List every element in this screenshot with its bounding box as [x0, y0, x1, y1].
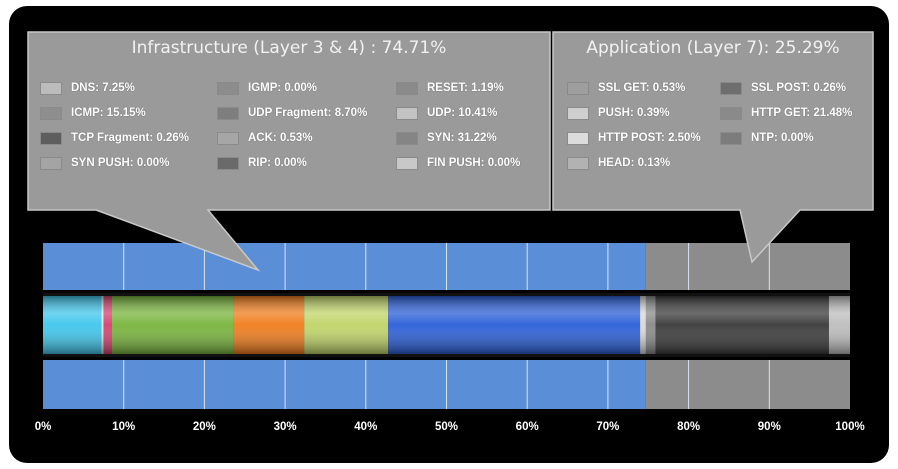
legend-item: TCP Fragment: 0.26% [40, 130, 189, 146]
legend-swatch [40, 106, 62, 120]
legend-swatch [217, 106, 239, 120]
legend-label: RIP: 0.00% [248, 157, 307, 169]
legend-swatch [40, 131, 62, 145]
legend-label: SSL POST: 0.26% [751, 82, 847, 94]
x-tick-label: 20% [192, 421, 216, 433]
x-tick-label: 50% [434, 421, 459, 433]
legend-item: SSL GET: 0.53% [567, 80, 685, 96]
callouts [27, 31, 874, 272]
legend-swatch [40, 81, 62, 95]
legend-label: UDP Fragment: 8.70% [248, 107, 368, 119]
x-tick-label: 40% [354, 421, 378, 433]
legend-label: HEAD: 0.13% [598, 157, 671, 169]
legend-swatch [720, 81, 742, 95]
legend-swatch [567, 131, 589, 145]
legend-item: DNS: 7.25% [40, 80, 135, 96]
legend-item: ACK: 0.53% [217, 130, 313, 146]
legend-item: NTP: 0.00% [720, 130, 814, 146]
legend-swatch [217, 156, 239, 170]
legend-label: DNS: 7.25% [71, 82, 135, 94]
infrastructure-bar-0 [43, 243, 646, 290]
x-tick-label: 70% [596, 421, 620, 433]
legend-swatch [567, 106, 589, 120]
legend-label: SYN PUSH: 0.00% [71, 157, 170, 169]
infrastructure-callout [27, 31, 551, 272]
background-bars [43, 243, 850, 409]
legend-label: PUSH: 0.39% [598, 107, 670, 119]
legend-label: NTP: 0.00% [751, 132, 814, 144]
legend-label: IGMP: 0.00% [248, 82, 318, 94]
legend-item: UDP: 10.41% [396, 105, 497, 121]
legend-swatch [217, 81, 239, 95]
legend-item: SSL POST: 0.26% [720, 80, 846, 96]
legend-swatch [396, 106, 418, 120]
legend-swatch [567, 81, 589, 95]
legend-item: FIN PUSH: 0.00% [396, 155, 520, 171]
legend-item: HTTP GET: 21.48% [720, 105, 852, 121]
infrastructure-callout-title: Infrastructure (Layer 3 & 4) : 74.71% [131, 38, 447, 58]
x-tick-label: 60% [515, 421, 539, 433]
legend-swatch [40, 156, 62, 170]
legend-label: SSL GET: 0.53% [598, 82, 686, 94]
legend-swatch [720, 106, 742, 120]
legend-item: PUSH: 0.39% [567, 105, 670, 121]
legend-label: FIN PUSH: 0.00% [427, 157, 521, 169]
x-tick-label: 10% [112, 421, 136, 433]
legend-item: SYN PUSH: 0.00% [40, 155, 169, 171]
application-bar-0 [645, 243, 850, 290]
legend-item: RESET: 1.19% [396, 80, 504, 96]
legend-swatch [396, 156, 418, 170]
legend-label: HTTP GET: 21.48% [751, 107, 853, 119]
application-callout-title: Application (Layer 7): 25.29% [586, 38, 840, 58]
legend-label: TCP Fragment: 0.26% [71, 132, 190, 144]
legend-label: UDP: 10.41% [427, 107, 498, 119]
x-tick-label: 30% [273, 421, 297, 433]
application-bar-1 [645, 360, 850, 409]
legend-swatch [217, 131, 239, 145]
legend-item: ICMP: 15.15% [40, 105, 146, 121]
legend-item: UDP Fragment: 8.70% [217, 105, 367, 121]
legend-item: SYN: 31.22% [396, 130, 497, 146]
legend-label: ICMP: 15.15% [71, 107, 146, 119]
legend-swatch [396, 131, 418, 145]
data-segments [43, 293, 850, 357]
legend-item: HTTP POST: 2.50% [567, 130, 701, 146]
legend-item: IGMP: 0.00% [217, 80, 317, 96]
legend-label: HTTP POST: 2.50% [598, 132, 701, 144]
application-callout [552, 31, 874, 264]
x-tick-label: 80% [677, 421, 701, 433]
gridlines [123, 243, 770, 409]
infrastructure-bar-1 [43, 360, 646, 409]
segment-shading [43, 296, 850, 354]
legend-swatch [396, 81, 418, 95]
legend-label: RESET: 1.19% [427, 82, 504, 94]
legend-swatch [720, 131, 742, 145]
x-tick-label: 100% [835, 421, 865, 433]
x-tick-label: 90% [757, 421, 781, 433]
x-tick-label: 0% [34, 421, 52, 433]
legend-label: ACK: 0.53% [248, 132, 313, 144]
legend-label: SYN: 31.22% [427, 132, 497, 144]
legend-swatch [567, 156, 589, 170]
legend-item: HEAD: 0.13% [567, 155, 670, 171]
legend-item: RIP: 0.00% [217, 155, 307, 171]
